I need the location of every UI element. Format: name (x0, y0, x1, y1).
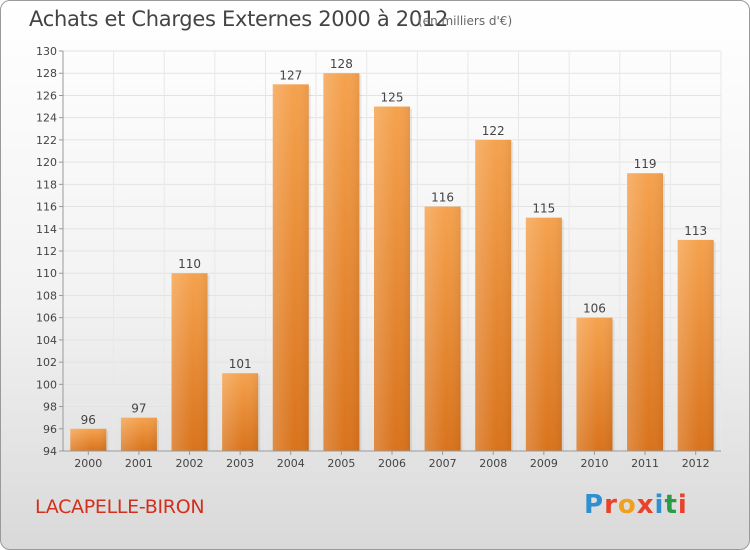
x-tick-label: 2011 (631, 457, 659, 470)
bar-value-label: 115 (532, 202, 555, 216)
logo-letter: i (654, 490, 665, 520)
axes: 94 96 98 100 102 104 106 108 110 112 114 116 118 120 1… (36, 45, 721, 470)
y-tick-label: 126 (36, 89, 57, 102)
bar-highlight (627, 173, 664, 451)
logo-letter: o (617, 490, 637, 520)
y-tick-label: 124 (36, 112, 57, 125)
bar-highlight (70, 428, 107, 451)
x-tick-label: 2003 (226, 457, 254, 470)
y-tick-label: 122 (36, 134, 57, 147)
chart-unit-label: (en milliers d'€) (418, 14, 513, 28)
bar-highlight (677, 239, 714, 451)
bar-highlight (576, 317, 613, 451)
y-tick-label: 110 (36, 267, 57, 280)
proxiti-logo: Proxiti (584, 490, 688, 520)
y-tick-label: 106 (36, 312, 57, 325)
x-tick-label: 2005 (327, 457, 355, 470)
y-tick-label: 118 (36, 178, 57, 191)
bar-highlight (525, 217, 562, 451)
bar-highlight (120, 417, 157, 451)
bar-value-label: 122 (482, 124, 505, 138)
logo-letter: x (636, 490, 655, 520)
bars (70, 73, 716, 452)
bar-value-label: 101 (229, 357, 252, 371)
x-tick-label: 2001 (125, 457, 153, 470)
bar-value-label: 128 (330, 57, 353, 71)
value-labels: 96 97 110 101 127 128 125 116 122 115 106 119 113 (81, 57, 707, 427)
bar-value-label: 113 (684, 224, 707, 238)
x-tick-label: 2000 (74, 457, 102, 470)
bar-value-label: 106 (583, 302, 606, 316)
bar-highlight (424, 206, 461, 451)
logo-letter: t (664, 490, 678, 520)
logo-letter: P (584, 490, 605, 520)
bar-highlight (475, 139, 512, 451)
bar-highlight (374, 106, 410, 452)
bar-value-label: 110 (178, 257, 201, 271)
x-tick-label: 2007 (429, 457, 457, 470)
y-tick-label: 104 (36, 334, 57, 347)
bar-highlight (171, 273, 208, 451)
y-tick-label: 108 (36, 289, 57, 302)
bar-value-label: 97 (131, 402, 146, 416)
bar-highlight (272, 84, 309, 451)
y-tick-label: 120 (36, 156, 57, 169)
y-tick-label: 94 (43, 445, 57, 458)
bar-highlight (222, 373, 259, 451)
chart-title: Achats et Charges Externes 2000 à 2012 (29, 7, 449, 31)
y-tick-label: 130 (36, 45, 57, 58)
logo-letter: i (677, 490, 688, 520)
x-tick-label: 2012 (682, 457, 710, 470)
y-tick-label: 128 (36, 67, 57, 80)
x-tick-label: 2002 (176, 457, 204, 470)
logo-letter: r (604, 490, 618, 520)
bar-value-label: 125 (381, 91, 404, 105)
x-tick-label: 2009 (530, 457, 558, 470)
bar-value-label: 96 (81, 413, 96, 427)
y-tick-label: 96 (43, 423, 57, 436)
y-tick-label: 116 (36, 201, 57, 214)
commune-name: LACAPELLE-BIRON (35, 496, 205, 518)
x-tick-label: 2006 (378, 457, 406, 470)
x-tick-label: 2010 (580, 457, 608, 470)
bar-value-label: 119 (634, 157, 657, 171)
y-tick-label: 112 (36, 245, 57, 258)
bar-value-label: 116 (431, 191, 454, 205)
y-tick-label: 98 (43, 401, 57, 414)
x-tick-label: 2008 (479, 457, 507, 470)
x-tick-label: 2004 (277, 457, 305, 470)
bar-highlight (323, 73, 360, 451)
y-tick-label: 102 (36, 356, 57, 369)
y-tick-label: 100 (36, 378, 57, 391)
y-tick-label: 114 (36, 223, 57, 236)
bar-value-label: 127 (279, 68, 302, 82)
